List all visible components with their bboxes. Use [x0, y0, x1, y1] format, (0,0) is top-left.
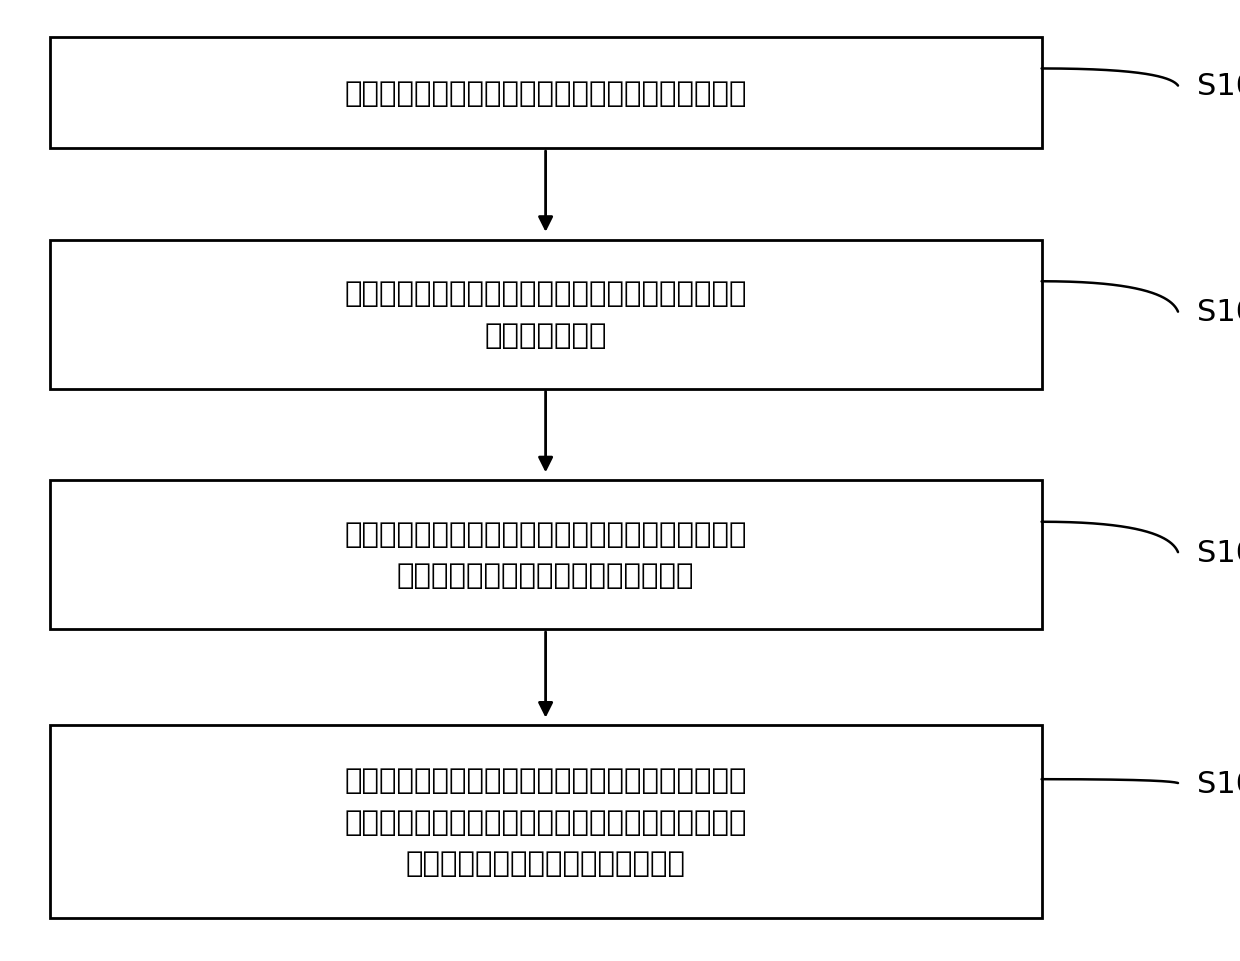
FancyBboxPatch shape [50, 726, 1042, 918]
FancyBboxPatch shape [50, 480, 1042, 629]
Text: 对给定集成电路进行时序分析，得出所有不满足时序
要求的信号路径: 对给定集成电路进行时序分析，得出所有不满足时序 要求的信号路径 [345, 281, 746, 349]
FancyBboxPatch shape [50, 38, 1042, 149]
Text: 确定每一不满足时序要求的信号路径中可利用反向短
沟道效应提高性能的若干主要延时单元: 确定每一不满足时序要求的信号路径中可利用反向短 沟道效应提高性能的若干主要延时单… [345, 521, 746, 589]
Text: S103: S103 [1197, 538, 1240, 567]
FancyBboxPatch shape [50, 240, 1042, 389]
Text: S104: S104 [1197, 769, 1240, 798]
Text: S101: S101 [1197, 72, 1240, 101]
Text: 确定可利用反向短沟道效应提高性能的逻辑单元电路: 确定可利用反向短沟道效应提高性能的逻辑单元电路 [345, 80, 746, 108]
Text: S102: S102 [1197, 298, 1240, 327]
Text: 利用反向短沟道效应根据预设时序约束条件对主要延
时单元的器件增大其栅长进行调整，以通过栅长尺寸
的调整对亚阈值数字电路时序的优化: 利用反向短沟道效应根据预设时序约束条件对主要延 时单元的器件增大其栅长进行调整，… [345, 767, 746, 876]
